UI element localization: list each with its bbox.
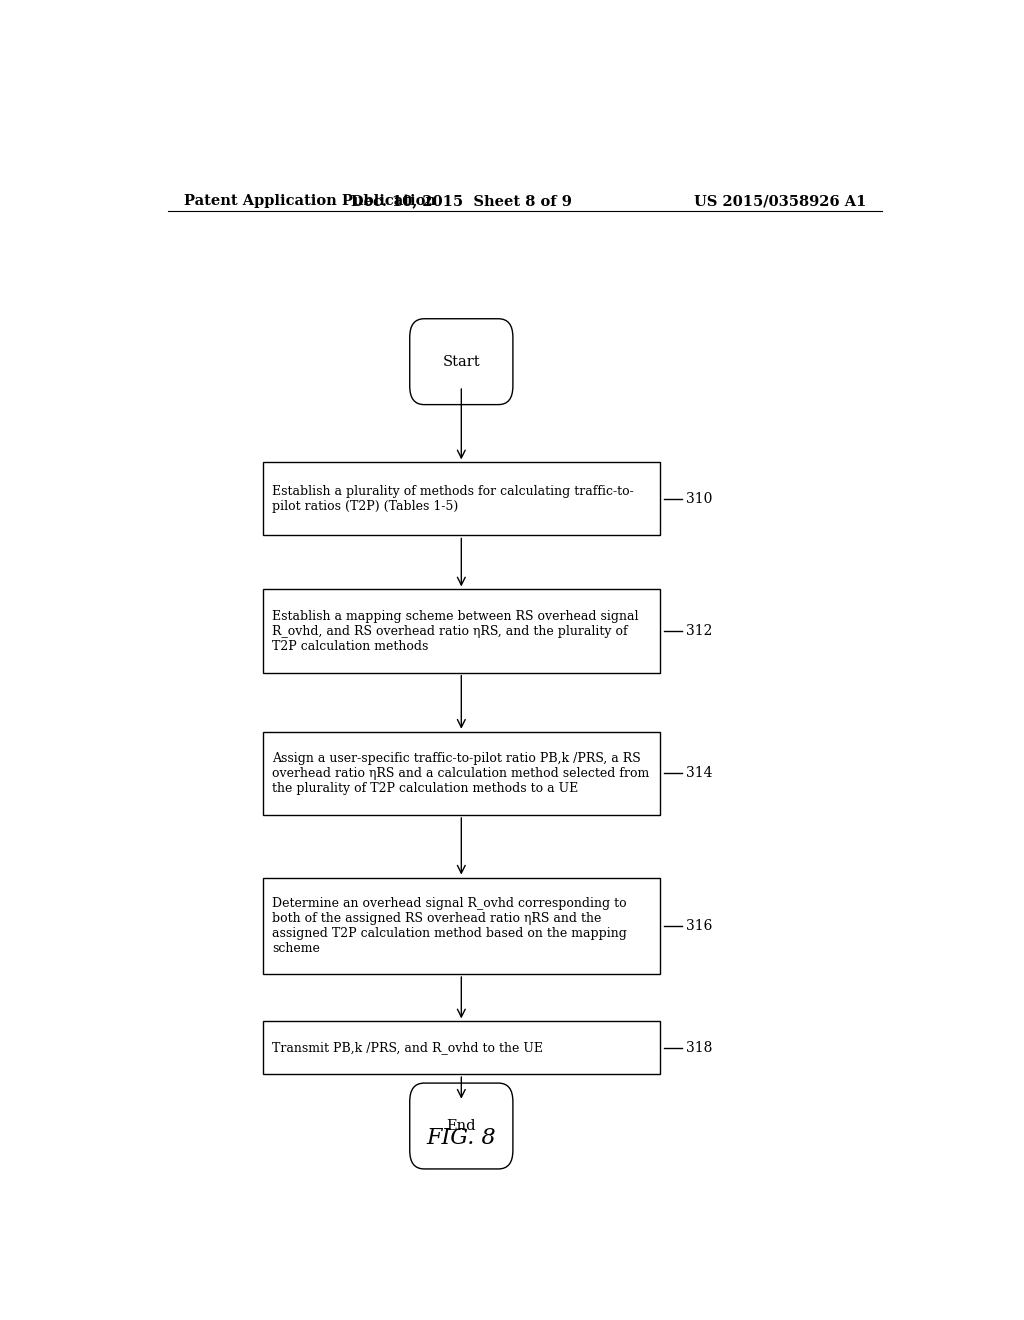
Text: 312: 312 xyxy=(686,624,713,638)
Text: FIG. 8: FIG. 8 xyxy=(427,1127,496,1150)
Text: Assign a user-specific traffic-to-pilot ratio PB,k /PRS, a RS
overhead ratio ηRS: Assign a user-specific traffic-to-pilot … xyxy=(272,752,649,795)
Text: Determine an overhead signal R_ovhd corresponding to
both of the assigned RS ove: Determine an overhead signal R_ovhd corr… xyxy=(272,896,628,954)
FancyBboxPatch shape xyxy=(410,318,513,405)
Text: 316: 316 xyxy=(686,919,713,933)
FancyBboxPatch shape xyxy=(410,1084,513,1170)
Text: End: End xyxy=(446,1119,476,1133)
Bar xyxy=(263,731,659,814)
Text: US 2015/0358926 A1: US 2015/0358926 A1 xyxy=(693,194,866,209)
Text: Transmit PB,k /PRS, and R_ovhd to the UE: Transmit PB,k /PRS, and R_ovhd to the UE xyxy=(272,1041,544,1055)
Bar xyxy=(263,462,659,536)
Text: Establish a mapping scheme between RS overhead signal
R_ovhd, and RS overhead ra: Establish a mapping scheme between RS ov… xyxy=(272,610,639,652)
Text: Establish a plurality of methods for calculating traffic-to-
pilot ratios (T2P) : Establish a plurality of methods for cal… xyxy=(272,484,634,513)
Text: Start: Start xyxy=(442,355,480,368)
Text: 310: 310 xyxy=(686,492,713,506)
Text: 314: 314 xyxy=(686,767,713,780)
Text: 318: 318 xyxy=(686,1040,713,1055)
Bar xyxy=(263,1022,659,1074)
Bar xyxy=(263,878,659,974)
Bar xyxy=(263,589,659,673)
Text: Dec. 10, 2015  Sheet 8 of 9: Dec. 10, 2015 Sheet 8 of 9 xyxy=(351,194,571,209)
Text: Patent Application Publication: Patent Application Publication xyxy=(183,194,435,209)
